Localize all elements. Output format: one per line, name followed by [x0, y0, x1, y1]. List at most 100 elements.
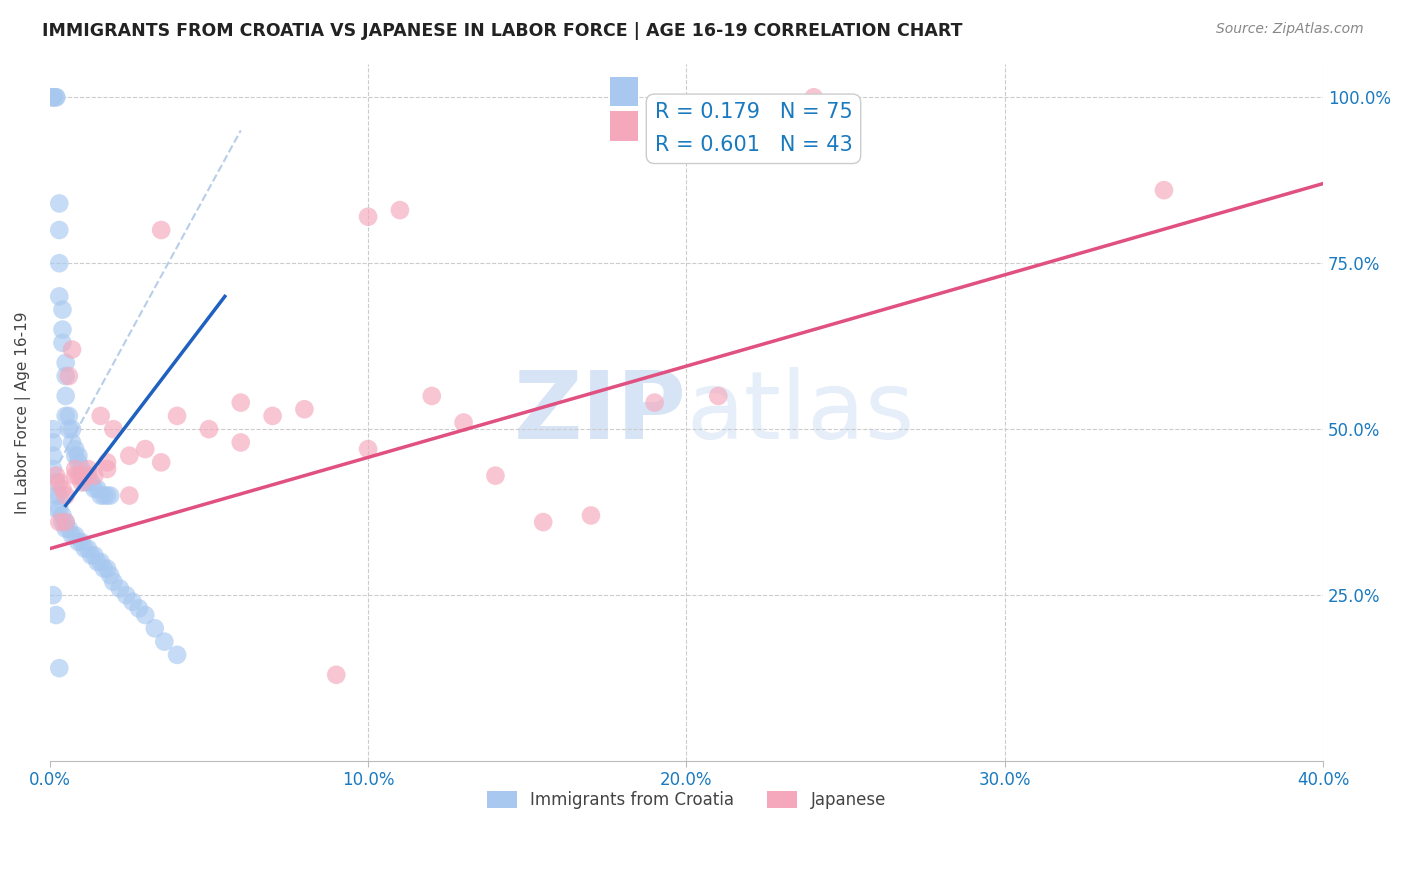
- Point: [51, 335, 73, 350]
- Point: [42, 462, 65, 476]
- Point: [103, 574, 125, 589]
- Point: [531, 515, 554, 529]
- Point: [90, 555, 112, 569]
- Point: [93, 489, 115, 503]
- Point: [150, 223, 173, 237]
- Point: [229, 435, 252, 450]
- Point: [1153, 183, 1175, 197]
- Point: [70, 535, 93, 549]
- Point: [357, 210, 380, 224]
- Text: ZIP: ZIP: [513, 367, 686, 458]
- Point: [134, 608, 156, 623]
- Text: atlas: atlas: [686, 367, 915, 458]
- Point: [90, 409, 112, 423]
- Point: [45, 501, 67, 516]
- Point: [42, 90, 65, 104]
- Point: [77, 541, 100, 556]
- Y-axis label: In Labor Force | Age 16-19: In Labor Force | Age 16-19: [15, 311, 31, 514]
- Point: [128, 601, 150, 615]
- Point: [83, 482, 105, 496]
- Point: [453, 416, 475, 430]
- Point: [55, 389, 77, 403]
- Point: [48, 223, 70, 237]
- Point: [83, 468, 105, 483]
- Point: [51, 322, 73, 336]
- Point: [58, 369, 80, 384]
- Point: [262, 409, 284, 423]
- Point: [45, 90, 67, 104]
- Point: [73, 468, 96, 483]
- Point: [55, 369, 77, 384]
- Point: [67, 455, 90, 469]
- Point: [644, 395, 666, 409]
- Text: IMMIGRANTS FROM CROATIA VS JAPANESE IN LABOR FORCE | AGE 16-19 CORRELATION CHART: IMMIGRANTS FROM CROATIA VS JAPANESE IN L…: [42, 22, 963, 40]
- Point: [42, 90, 65, 104]
- Point: [86, 555, 108, 569]
- Point: [48, 475, 70, 490]
- Point: [45, 468, 67, 483]
- Point: [42, 449, 65, 463]
- Point: [121, 595, 143, 609]
- Point: [77, 462, 100, 476]
- Point: [48, 661, 70, 675]
- Point: [48, 196, 70, 211]
- Point: [96, 489, 118, 503]
- Point: [98, 568, 121, 582]
- Point: [48, 515, 70, 529]
- Point: [60, 422, 83, 436]
- Point: [198, 422, 221, 436]
- Point: [63, 442, 86, 456]
- Point: [45, 608, 67, 623]
- Point: [55, 356, 77, 370]
- Point: [96, 455, 118, 469]
- Point: [70, 462, 93, 476]
- Point: [60, 343, 83, 357]
- Point: [294, 402, 316, 417]
- Point: [80, 549, 103, 563]
- Point: [51, 302, 73, 317]
- Point: [150, 455, 173, 469]
- Point: [115, 588, 138, 602]
- Point: [579, 508, 602, 523]
- Point: [77, 475, 100, 490]
- Point: [63, 449, 86, 463]
- Point: [51, 508, 73, 523]
- Point: [357, 442, 380, 456]
- Point: [96, 561, 118, 575]
- Point: [118, 449, 141, 463]
- Point: [67, 468, 90, 483]
- Point: [48, 501, 70, 516]
- Point: [55, 515, 77, 529]
- Point: [484, 468, 506, 483]
- Point: [55, 522, 77, 536]
- Point: [63, 468, 86, 483]
- Point: [48, 489, 70, 503]
- Point: [70, 475, 93, 490]
- Text: R = 0.179   N = 75
R = 0.601   N = 43: R = 0.179 N = 75 R = 0.601 N = 43: [655, 103, 852, 155]
- Point: [60, 435, 83, 450]
- Point: [51, 515, 73, 529]
- Point: [60, 528, 83, 542]
- Point: [166, 648, 188, 662]
- FancyBboxPatch shape: [610, 77, 638, 106]
- Point: [108, 582, 131, 596]
- Point: [73, 541, 96, 556]
- Point: [73, 475, 96, 490]
- Point: [42, 435, 65, 450]
- Text: Source: ZipAtlas.com: Source: ZipAtlas.com: [1216, 22, 1364, 37]
- FancyBboxPatch shape: [610, 112, 638, 141]
- Point: [90, 489, 112, 503]
- Point: [42, 588, 65, 602]
- Point: [67, 535, 90, 549]
- Point: [45, 90, 67, 104]
- Point: [55, 489, 77, 503]
- Point: [77, 468, 100, 483]
- Point: [388, 203, 411, 218]
- Point: [420, 389, 443, 403]
- Point: [63, 462, 86, 476]
- Point: [96, 462, 118, 476]
- Point: [42, 90, 65, 104]
- Point: [45, 475, 67, 490]
- Point: [55, 515, 77, 529]
- Point: [93, 561, 115, 575]
